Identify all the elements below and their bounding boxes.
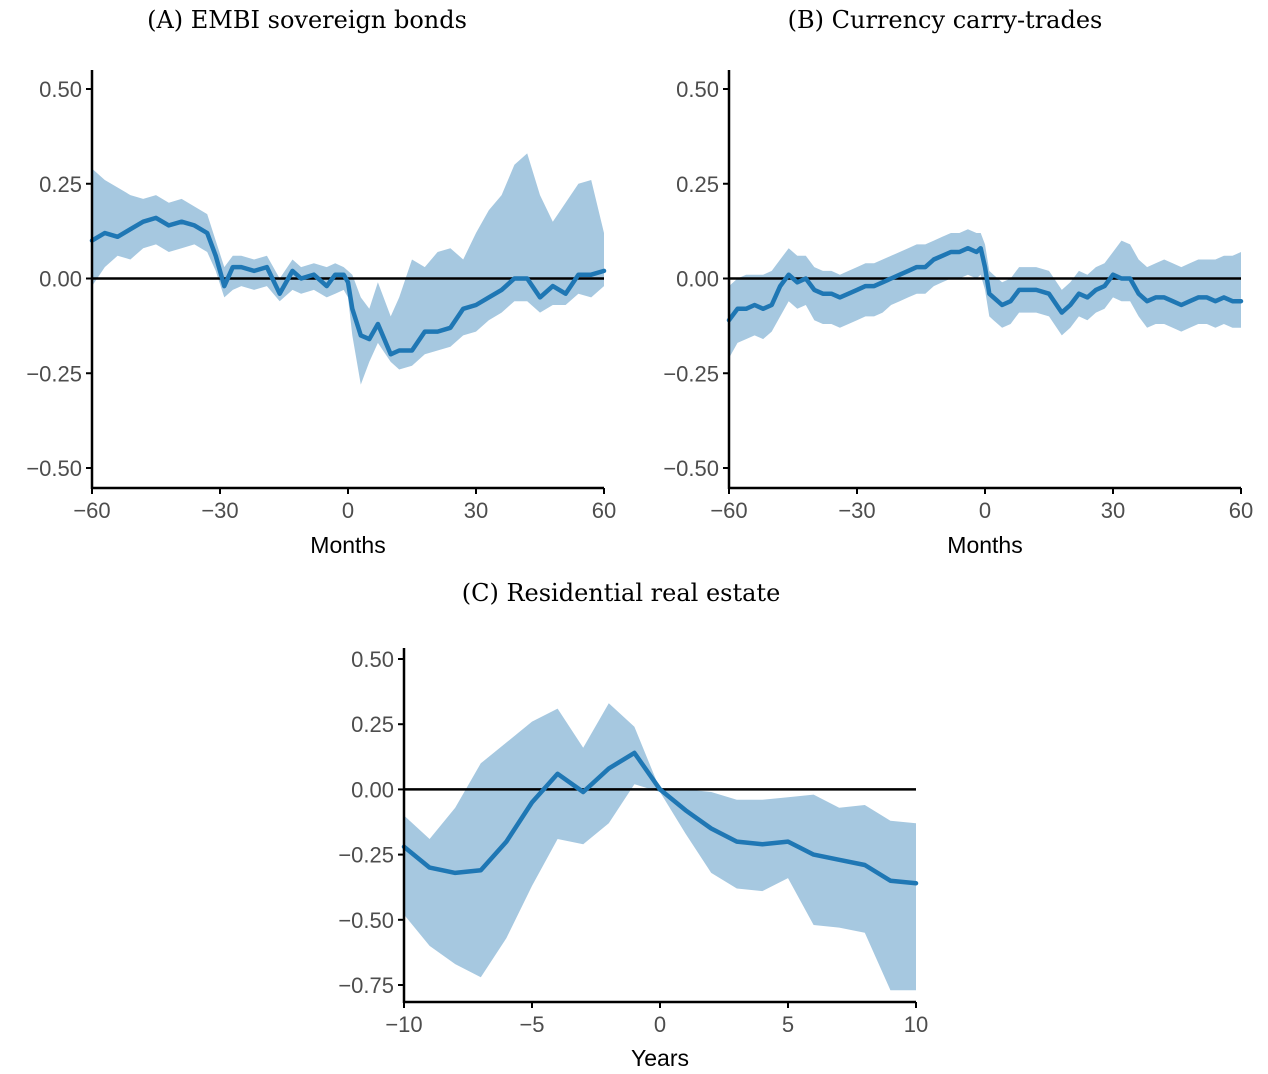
panel-embi-sovereign-bonds: (A) EMBI sovereign bonds −0.50 −0.25 0.00 0…	[26, 6, 616, 558]
x-axis-label: Years	[631, 1045, 689, 1071]
y-tick-label: −0.50	[26, 456, 82, 481]
confidence-band	[404, 703, 916, 991]
y-tick-label: 0.50	[39, 77, 82, 102]
y-tick-label: −0.25	[663, 361, 719, 386]
estimate-line	[401, 750, 919, 886]
x-tick-label: −30	[838, 498, 875, 523]
panel-title: (C) Residential real estate	[462, 579, 781, 607]
confidence-band	[729, 229, 1241, 359]
y-tick-label: −0.25	[338, 843, 394, 868]
x-tick-label: −60	[73, 498, 110, 523]
x-tick-label: 60	[1229, 498, 1253, 523]
x-tick-label: 0	[342, 498, 354, 523]
x-tick-label: 0	[654, 1012, 666, 1037]
x-tick-label: −60	[710, 498, 747, 523]
y-tick-label: −0.50	[338, 908, 394, 933]
y-tick-label: −0.25	[26, 361, 82, 386]
estimate-line	[89, 215, 607, 357]
estimate-line	[726, 245, 1244, 323]
y-tick-label: 0.25	[351, 712, 394, 737]
x-tick-label: 30	[464, 498, 488, 523]
x-axis-label: Months	[947, 532, 1022, 558]
y-tick-label: 0.00	[351, 777, 394, 802]
confidence-band	[92, 153, 604, 385]
y-tick-label: 0.50	[676, 77, 719, 102]
x-tick-label: −10	[385, 1012, 422, 1037]
x-axis-label: Months	[310, 532, 385, 558]
panel-residential-real-estate: (C) Residential real estate −0.75 −0.50 −0…	[338, 579, 928, 1071]
x-tick-label: −5	[519, 1012, 544, 1037]
y-tick-label: 0.25	[676, 172, 719, 197]
panel-title: (B) Currency carry-trades	[788, 6, 1103, 34]
x-tick-label: 30	[1101, 498, 1125, 523]
x-tick-label: 0	[979, 498, 991, 523]
x-tick-label: 60	[592, 498, 616, 523]
panel-title: (A) EMBI sovereign bonds	[147, 6, 467, 34]
panel-currency-carry-trades: (B) Currency carry-trades −0.50 −0.25 0.00…	[663, 6, 1253, 558]
y-tick-label: −0.75	[338, 973, 394, 998]
x-tick-label: 10	[904, 1012, 928, 1037]
y-tick-label: 0.50	[351, 647, 394, 672]
y-tick-label: 0.00	[676, 267, 719, 292]
y-tick-label: 0.00	[39, 267, 82, 292]
x-tick-label: −30	[201, 498, 238, 523]
y-tick-label: 0.25	[39, 172, 82, 197]
y-tick-label: −0.50	[663, 456, 719, 481]
x-tick-label: 5	[782, 1012, 794, 1037]
